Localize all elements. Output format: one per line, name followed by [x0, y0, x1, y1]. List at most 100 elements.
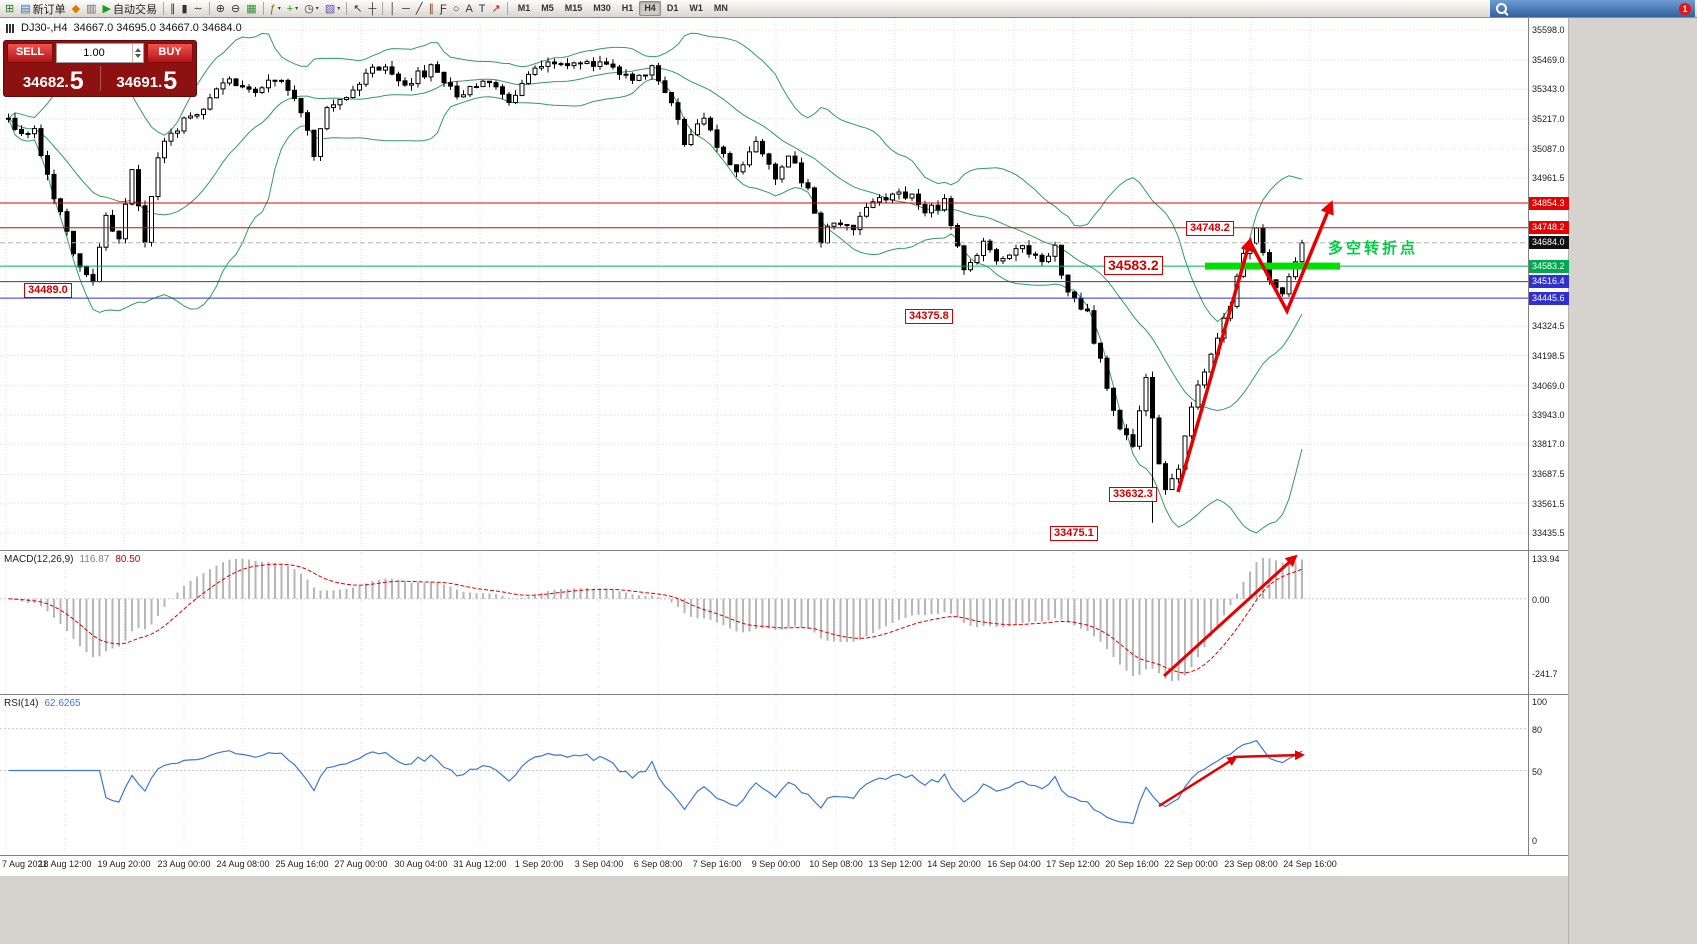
line-chart-icon[interactable]: ∼	[191, 1, 206, 17]
tile-windows-icon: ▦	[246, 2, 257, 15]
timeframe-m15-button[interactable]: M15	[564, 3, 583, 13]
time-axis-label: 30 Aug 04:00	[394, 859, 448, 869]
zoom-in-icon[interactable]: ⊕	[213, 1, 228, 17]
bollinger-middle-line	[8, 67, 1303, 412]
trendline-icon[interactable]: ╱	[413, 1, 426, 17]
timeframe-toolbar: M1 M5 M15 M30 H1 H4 D1 W1 MN	[513, 1, 733, 16]
arrows-icon[interactable]: ↗	[489, 1, 504, 17]
turning-point-note: 多空转折点	[1328, 240, 1419, 257]
main-chart-plot[interactable]	[0, 18, 1528, 551]
sell-price-main: 34682.	[22, 74, 69, 91]
templates-icon[interactable]: ▧ ▾	[322, 1, 343, 17]
rsi-axis-label: 100	[1532, 697, 1548, 707]
mql5-community-icon[interactable]: ◆	[69, 1, 83, 17]
sell-price[interactable]: 34682. 5	[7, 63, 100, 94]
time-axis-label: 10 Sep 08:00	[809, 859, 863, 869]
time-axis-label: 19 Aug 20:00	[97, 859, 151, 869]
indicators-icon-dropdown-icon[interactable]: ▾	[277, 6, 281, 12]
time-axis-label: 13 Sep 12:00	[868, 859, 922, 869]
support-zone-segment	[1205, 262, 1340, 270]
rsi-line	[8, 739, 1303, 825]
arrows-icon: ↗	[491, 2, 501, 15]
timeframe-m5-button[interactable]: M5	[541, 3, 554, 13]
bar-chart-icon: ∥	[169, 2, 176, 15]
search-icon[interactable]	[1496, 2, 1508, 15]
templates-icon: ▧	[324, 2, 336, 15]
channel-icon[interactable]: ∥	[426, 1, 438, 17]
toolbar: ⊞ ▤ 新订单 ◆ ▥ ▶ 自动交易 ∥ ▮ ∼ ⊕ ⊖ ▦ ƒ ▾ + ▾ ◷ ▾ ▧ ▾ ↖ ┼ │ ─ ╱ ∥ Ƒ ○ A T ↗ M1…	[0, 0, 1697, 18]
macd-histogram	[14, 558, 1303, 681]
toolbar-separator	[162, 2, 164, 15]
time-axis-label: 1 Sep 20:00	[514, 859, 564, 869]
timeframe-mn-button[interactable]: MN	[713, 3, 728, 13]
label-icon: T	[478, 2, 486, 15]
timeframe-w1-button[interactable]: W1	[689, 3, 703, 13]
timeframe-h4-button[interactable]: H4	[639, 1, 661, 16]
new-chart-icon: ⊞	[5, 2, 15, 15]
timeframe-m30-button[interactable]: M30	[593, 3, 611, 13]
macd-axis-label: 0.00	[1532, 594, 1550, 605]
notification-badge[interactable]: 1	[1679, 3, 1691, 15]
panel-separator[interactable]	[0, 694, 1568, 695]
time-axis-label: 14 Sep 20:00	[927, 859, 981, 869]
time-axis-label: 6 Sep 08:00	[633, 859, 683, 869]
indicators-icon[interactable]: ƒ ▾	[267, 1, 284, 17]
time-axis-label: 16 Sep 04:00	[987, 859, 1041, 869]
horizontal-line-icon[interactable]: ─	[399, 1, 413, 17]
add-indicator-icon-dropdown-icon[interactable]: ▾	[295, 6, 299, 12]
new-chart-icon[interactable]: ⊞	[2, 1, 17, 17]
bollinger-bands	[8, 32, 1303, 534]
timeframe-h1-button[interactable]: H1	[621, 3, 634, 13]
time-axis-label: 24 Aug 08:00	[216, 859, 270, 869]
chart-icon	[6, 23, 15, 33]
price-tag-34516.4: 34516.4	[1529, 275, 1569, 289]
volume-input[interactable]	[57, 47, 131, 59]
toolbar-search-area: 1	[1490, 0, 1695, 17]
zoom-out-icon[interactable]: ⊖	[228, 1, 243, 17]
time-axis-label: 23 Aug 00:00	[157, 859, 211, 869]
price-axis-label: 33687.5	[1532, 469, 1565, 480]
price-axis[interactable]: 35598.0 35469.0 35343.0 35217.0 35087.0 34961…	[1528, 18, 1569, 855]
vertical-line-icon[interactable]: │	[386, 1, 399, 17]
label-icon[interactable]: T	[476, 1, 489, 17]
text-icon[interactable]: A	[462, 1, 475, 17]
toolbar-separator	[506, 2, 508, 15]
crosshair-icon[interactable]: ┼	[365, 1, 379, 17]
shapes-icon[interactable]: ○	[450, 1, 463, 17]
workspace-background	[1568, 18, 1697, 944]
templates-icon-dropdown-icon[interactable]: ▾	[337, 6, 341, 12]
time-axis-label: 23 Sep 08:00	[1224, 859, 1278, 869]
periods-icon-dropdown-icon[interactable]: ▾	[315, 6, 319, 12]
timeframe-d1-button[interactable]: D1	[666, 3, 679, 13]
volume-up-icon[interactable]	[135, 48, 141, 52]
macd-name: MACD(12,26,9)	[4, 554, 74, 565]
tile-windows-icon[interactable]: ▦	[243, 1, 259, 17]
buy-price[interactable]: 34691. 5	[101, 63, 194, 94]
buy-button[interactable]: BUY	[147, 43, 193, 63]
price-axis-label: 35469.0	[1532, 55, 1565, 66]
periods-icon[interactable]: ◷ ▾	[301, 1, 322, 17]
time-axis-label: 18 Aug 12:00	[38, 859, 92, 869]
macd-axis-label: -241.7	[1532, 669, 1558, 679]
fibonacci-icon[interactable]: Ƒ	[437, 1, 450, 17]
new-order-button[interactable]: ▤ 新订单	[17, 1, 68, 17]
candlestick-chart-icon[interactable]: ▮	[178, 1, 190, 17]
volume-down-icon[interactable]	[135, 54, 141, 58]
time-axis[interactable]: 7 Aug 2021 18 Aug 12:00 19 Aug 20:00 23 Aug…	[0, 855, 1568, 875]
cursor-icon[interactable]: ↖	[350, 1, 365, 17]
sell-button[interactable]: SELL	[7, 43, 53, 63]
bar-chart-icon[interactable]: ∥	[167, 1, 179, 17]
auto-trading-button[interactable]: ▶ 自动交易	[100, 1, 160, 17]
volume-spinner[interactable]	[132, 44, 143, 62]
data-window-icon[interactable]: ▥	[83, 1, 99, 17]
panel-separator[interactable]	[0, 550, 1568, 551]
timeframe-m1-button[interactable]: M1	[517, 3, 531, 13]
price-axis-label: 33561.5	[1532, 498, 1565, 509]
time-axis-label: 7 Aug 2021	[2, 859, 48, 869]
sell-price-big-digit: 5	[69, 67, 84, 95]
add-indicator-icon[interactable]: + ▾	[284, 1, 301, 17]
rsi-panel-plot[interactable]	[0, 695, 1528, 854]
macd-panel-plot[interactable]	[0, 552, 1528, 695]
ohlc-values: 34667.0 34695.0 34667.0 34684.0	[73, 22, 242, 34]
volume-field	[56, 43, 144, 63]
